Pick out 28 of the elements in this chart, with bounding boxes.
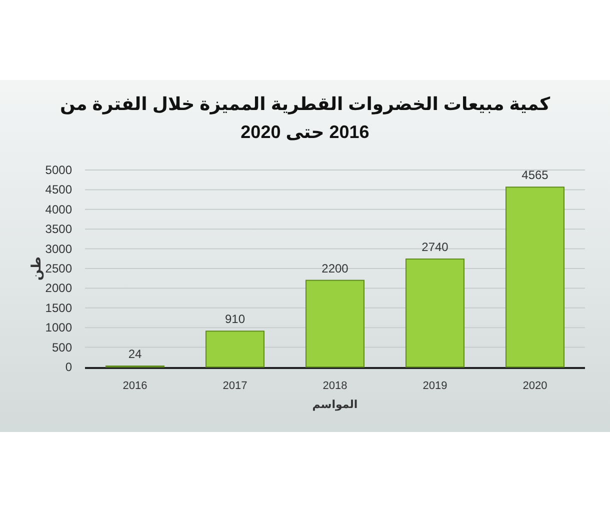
data-label: 910 — [224, 312, 246, 326]
x-axis-title: المواسم — [312, 399, 358, 411]
bar — [306, 280, 364, 368]
bar — [206, 330, 264, 368]
chart-title: كمية مبيعات الخضروات القطرية المميزة خلال الفترة من 2016 حتى 2020 — [58, 93, 552, 144]
x-tick-label: 2020 — [522, 380, 548, 392]
data-label: 2740 — [422, 240, 449, 254]
y-tick-label: 0 — [65, 360, 72, 374]
y-tick-label: 4000 — [45, 202, 72, 216]
bar — [506, 186, 564, 368]
bar — [406, 258, 464, 368]
x-tick-label: 2016 — [122, 380, 148, 392]
y-tick-label: 500 — [52, 340, 72, 354]
y-tick-label: 1000 — [45, 320, 72, 335]
data-label: 24 — [128, 347, 142, 362]
x-tick-label: 2017 — [222, 380, 248, 392]
y-tick-label: 2000 — [45, 281, 72, 296]
y-tick-label: 3000 — [45, 242, 72, 256]
x-tick-label: 2018 — [322, 380, 348, 392]
y-axis-title: طن — [28, 256, 44, 280]
y-tick-label: 4500 — [45, 182, 72, 197]
y-tick-label: 2500 — [45, 262, 72, 276]
x-tick-label: 2019 — [422, 380, 448, 392]
data-label: 2200 — [322, 261, 349, 276]
y-tick-label: 1500 — [45, 300, 72, 315]
y-tick-label: 5000 — [45, 163, 72, 177]
y-tick-label: 3500 — [45, 222, 72, 236]
data-label: 4565 — [522, 168, 549, 182]
